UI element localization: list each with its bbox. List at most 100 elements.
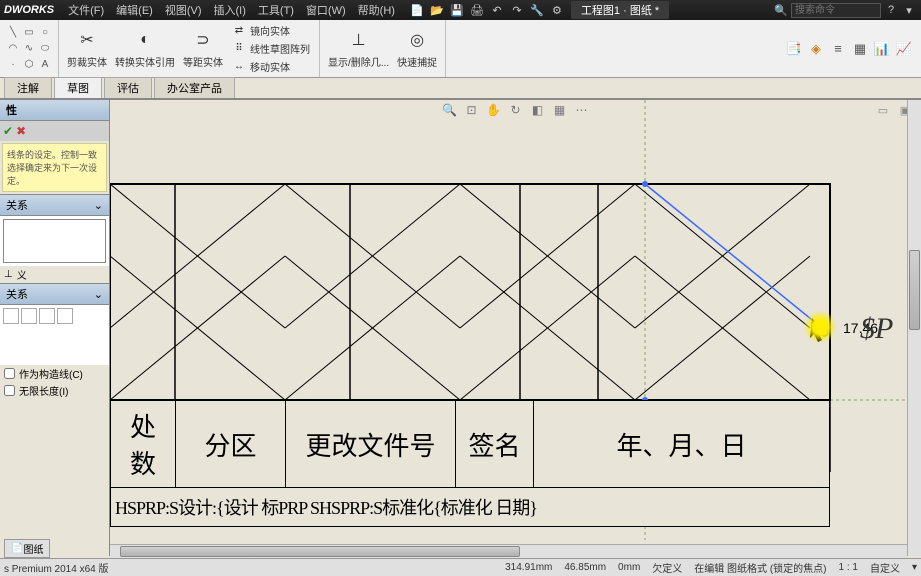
construction-checkbox[interactable] [4,368,15,379]
status-bar: s Premium 2014 x64 版 314.91mm 46.85mm 0m… [0,558,921,576]
quicksnap-button[interactable]: ◎ 快速捕捉 [395,26,439,71]
slot-icon[interactable]: ⬭ [38,42,52,56]
open-icon[interactable]: 📂 [429,2,445,18]
display-button[interactable]: ⊥ 显示/删除几... [326,26,391,71]
title-block-table: 处数 分区 更改文件号 签名 年、月、日 HSPRP:S设计:{设计 标PRP … [110,400,830,527]
drawing-canvas[interactable]: 🔍 ⊡ ✋ ↻ ◧ ▦ ⋯ ▭ ▣ [110,100,921,556]
menu-view[interactable]: 视图(V) [159,2,208,18]
pattern-button[interactable]: ⠿线性草图阵列 [229,40,313,57]
search-input[interactable] [791,3,881,18]
th-sign: 签名 [456,401,534,488]
rel-icon[interactable] [39,308,55,324]
line-icon[interactable]: ╲ [6,26,20,40]
construction-checkbox-row[interactable]: 作为构造线(C) [0,365,109,382]
th-docno: 更改文件号 [286,401,456,488]
scrollbar-thumb[interactable] [909,250,920,330]
circle-icon[interactable]: ○ [38,26,52,40]
rel-icon[interactable] [3,308,19,324]
property-panel: 性 ✔ ✖ 线条的设定。控制一致选择确定来为下一次设定。 关系⌄ ⊥义 关系⌄ … [0,100,110,556]
tab-office[interactable]: 办公室产品 [154,77,235,98]
status-z: 0mm [618,562,640,573]
menu-insert[interactable]: 插入(I) [208,2,252,18]
th-count: 处数 [111,401,176,488]
tool-1-icon[interactable]: 📑 [785,40,803,58]
rect-icon[interactable]: ▭ [22,26,36,40]
text-icon[interactable]: A [38,58,52,72]
status-scale: 1 : 1 [839,562,858,573]
quicksnap-icon: ◎ [405,28,429,52]
status-version: s Premium 2014 x64 版 [4,560,109,575]
vertical-scrollbar[interactable] [907,100,921,556]
save-icon[interactable]: 💾 [449,2,465,18]
chevron-down-icon[interactable]: ▾ [901,2,917,18]
perp-icon: ⊥ [4,269,13,280]
menu-window[interactable]: 窗口(W) [300,2,352,18]
document-tab[interactable]: 工程图1 · 图纸 * [571,1,669,19]
point-icon[interactable]: · [6,58,20,72]
sheet-tab[interactable]: 📄 图纸 [4,539,50,558]
infinite-checkbox[interactable] [4,385,15,396]
menu-bar: DWORKS 文件(F) 编辑(E) 视图(V) 插入(I) 工具(T) 窗口(… [0,0,921,20]
rel-icon[interactable] [21,308,37,324]
trim-button[interactable]: ✂ 剪裁实体 [65,26,109,71]
redo-icon[interactable]: ↷ [509,2,525,18]
menu-help[interactable]: 帮助(H) [352,2,401,18]
trim-icon: ✂ [75,28,99,52]
ok-icon[interactable]: ✔ [3,124,13,138]
scrollbar-thumb-h[interactable] [120,546,520,557]
th-date: 年、月、日 [534,401,830,488]
tool-4-icon[interactable]: ▦ [851,40,869,58]
pattern-icon: ⠿ [232,42,246,56]
undo-icon[interactable]: ↶ [489,2,505,18]
status-menu-icon[interactable]: ▾ [912,562,917,573]
arc-icon[interactable]: ◠ [6,42,20,56]
section-relations-2[interactable]: 关系⌄ [0,283,109,305]
tool-3-icon[interactable]: ≡ [829,40,847,58]
app-logo: DWORKS [4,4,54,16]
infinite-checkbox-row[interactable]: 无限长度(I) [0,382,109,399]
help-icon[interactable]: ? [883,2,899,18]
menu-file[interactable]: 文件(F) [62,2,110,18]
horizontal-scrollbar[interactable] [110,544,907,558]
cursor-highlight [803,310,837,344]
move-icon: ↔ [232,60,246,74]
status-custom[interactable]: 自定义 [870,560,900,575]
tool-6-icon[interactable]: 📈 [895,40,913,58]
collapse-icon: ⌄ [94,288,103,301]
sp-text: $P [860,312,893,346]
tab-evaluate[interactable]: 评估 [104,77,152,98]
tab-annotate[interactable]: 注解 [4,77,52,98]
mirror-button[interactable]: ⇄镜向实体 [229,22,293,39]
ribbon-modify: ✂ 剪裁实体 ◐ 转换实体引用 ⊃ 等距实体 ⇄镜向实体 ⠿线性草图阵列 ↔移动… [59,20,320,77]
search-icon[interactable]: 🔍 [773,2,789,18]
options-icon[interactable]: ⚙ [549,2,565,18]
polygon-icon[interactable]: ⬡ [22,58,36,72]
move-button[interactable]: ↔移动实体 [229,58,293,75]
convert-icon: ◐ [133,28,157,52]
ribbon-display: ⊥ 显示/删除几... ◎ 快速捕捉 [320,20,446,77]
spline-icon[interactable]: ∿ [22,42,36,56]
print-icon[interactable]: 🖨 [469,2,485,18]
ribbon-right-tools: 📑 ◈ ≡ ▦ 📊 📈 [785,20,921,77]
tool-2-icon[interactable]: ◈ [807,40,825,58]
menu-edit[interactable]: 编辑(E) [110,2,159,18]
rebuild-icon[interactable]: 🔧 [529,2,545,18]
status-mode: 欠定义 [652,560,682,575]
section-relations-1[interactable]: 关系⌄ [0,194,109,216]
offset-icon: ⊃ [191,28,215,52]
rel-icon[interactable] [57,308,73,324]
sheet-icon: 📄 [11,543,23,554]
new-icon[interactable]: 📄 [409,2,425,18]
menu-tools[interactable]: 工具(T) [252,2,300,18]
relations-body-1 [0,216,109,266]
convert-button[interactable]: ◐ 转换实体引用 [113,26,177,71]
cancel-icon[interactable]: ✖ [16,124,26,138]
display-icon: ⊥ [347,28,371,52]
ribbon-sketch-tools: ╲ ▭ ○ ◠ ∿ ⬭ · ⬡ A [0,20,59,77]
tab-sketch[interactable]: 草图 [54,77,102,98]
tool-5-icon[interactable]: 📊 [873,40,891,58]
main-area: 性 ✔ ✖ 线条的设定。控制一致选择确定来为下一次设定。 关系⌄ ⊥义 关系⌄ … [0,100,921,556]
offset-button[interactable]: ⊃ 等距实体 [181,26,225,71]
panel-message: 线条的设定。控制一致选择确定来为下一次设定。 [2,143,107,192]
mirror-icon: ⇄ [232,24,246,38]
